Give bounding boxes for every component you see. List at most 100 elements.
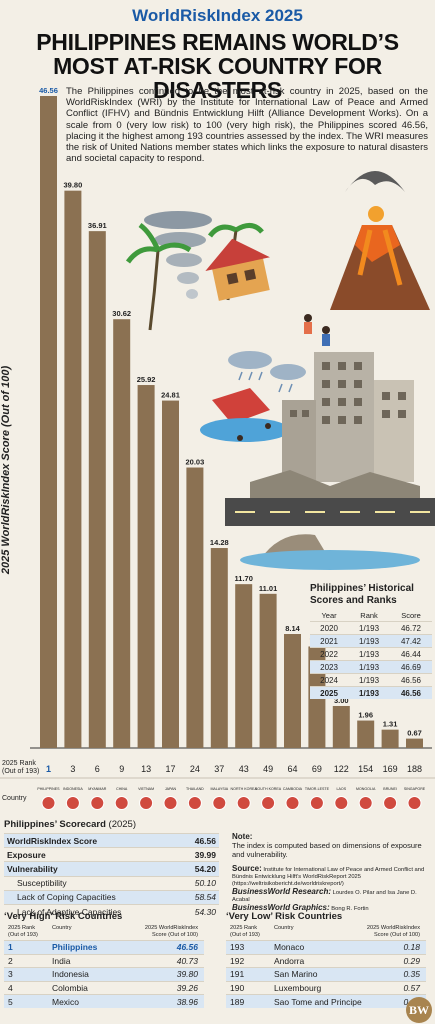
note-text: The index is computed based on dimension… [232,841,422,859]
bar-brunei [381,729,399,748]
very-low-header-country: Country [274,925,294,931]
flag-icon [65,796,80,810]
historical-title-line-1: Philippines’ Historical [310,583,414,594]
historical-rank: 1/193 [348,673,391,687]
rank-label: 69 [312,764,322,774]
scorecard-value: 50.10 [194,878,216,889]
bar-chart: 46.56 1 PHILIPPINES 39.80 3 INDONESIA 36.91 6 MY… [0,86,435,810]
scorecard-row: Lack of Adaptive Capacities 54.30 [4,903,219,918]
historical-row: 2020 1/193 46.72 [310,621,432,635]
bar-singapore [406,738,423,748]
risk-rank: 193 [230,942,245,953]
very-low-risk-table: ‘Very Low’ Risk Countries 2025 Rank (Out… [226,911,426,1008]
country-label: CAMBODIA [283,787,303,791]
scorecard-label: Susceptibility [17,878,67,889]
very-low-header-rank: 2025 Rank (Out of 193) [230,925,260,938]
risk-score: 0.18 [403,942,420,953]
source-label: Source: [232,864,262,873]
country-label: CHINA [116,787,128,791]
historical-header-rank: Rank [360,611,378,620]
risk-rank: 4 [8,983,13,994]
bar-value-label: 30.62 [112,309,131,318]
very-high-risk-table: ‘Very High’ Risk Countries 2025 Rank (Ou… [4,911,204,1008]
volcano-icon [330,171,430,310]
historical-title: Philippines’ Historical Scores and Ranks [310,583,432,607]
risk-country: Philippines [52,942,98,953]
risk-rank: 192 [230,955,245,966]
country-label: MALAYSIA [210,787,228,791]
risk-row: 4 Colombia 39.26 [4,980,204,995]
risk-score: 39.80 [176,969,198,980]
chart-bars: 46.56 1 PHILIPPINES 39.80 3 INDONESIA 36.91 6 MY… [0,86,435,810]
risk-country: Andorra [274,955,305,966]
scorecard-title: Philippines’ Scorecard (2025) [4,819,219,830]
bar-japan [162,400,179,748]
risk-country: Mexico [52,996,79,1007]
bar-value-label: 1.31 [383,720,398,729]
historical-year: 2025 [310,686,349,699]
country-label: MYANMAR [88,787,107,791]
risk-row: 191 San Marino 0.35 [226,967,426,981]
historical-score: 46.44 [390,647,432,661]
flood-icon [200,388,290,442]
flag-icon [187,796,202,810]
risk-country: Sao Tome and Principe [274,996,362,1007]
historical-year: 2020 [310,621,349,635]
flag-icon [383,796,398,810]
historical-year: 2023 [310,660,349,674]
risk-score: 40.73 [176,955,198,966]
graphics-label: BusinessWorld Graphics: [232,903,330,912]
rank-label: 188 [407,764,422,774]
country-label: VIETNAM [138,787,154,791]
country-label: SOUTH KOREA [255,787,282,791]
bar-philippines [40,96,57,748]
scorecard-title-text: Philippines’ Scorecard [4,819,106,830]
scorecard: Philippines’ Scorecard (2025) WorldRiskI… [4,819,219,918]
historical-row: 2021 1/193 47.42 [310,634,432,648]
rank-label: 17 [165,764,175,774]
bar-value-label: 0.67 [407,729,422,738]
note-title: Note: [232,832,253,841]
headline: PHILIPPINES REMAINS WORLD’S MOST AT-RISK… [0,30,435,102]
scorecard-row: Vulnerability 54.20 [4,861,219,876]
country-axis-label: Country [2,795,27,802]
historical-score: 47.42 [390,634,432,648]
historical-title-line-2: Scores and Ranks [310,595,397,606]
bar-south-korea [259,593,277,748]
risk-rank: 191 [230,969,245,980]
rank-label: 49 [263,764,273,774]
rank-label: 1 [46,764,51,774]
flag-icon [212,796,227,810]
risk-country: San Marino [274,969,318,980]
house-icon [205,238,270,301]
research-label: BusinessWorld Research: [232,887,331,896]
bar-laos [332,705,350,748]
risk-row: 193 Monaco 0.18 [226,940,426,954]
bar-cambodia [284,634,301,748]
historical-row: 2023 1/193 46.69 [310,660,432,674]
ruined-buildings-icon [250,352,420,498]
bar-mongolia [357,720,375,748]
historical-rank: 1/193 [348,647,391,661]
risk-rank: 5 [8,996,13,1007]
running-people-icon [304,314,330,346]
very-high-header-rank: 2025 Rank (Out of 193) [8,925,38,938]
risk-row: 5 Mexico 38.96 [4,994,204,1008]
scorecard-row: Lack of Coping Capacities 58.54 [4,889,219,904]
bar-myanmar [88,231,106,748]
country-label: JAPAN [165,787,177,791]
risk-rank: 2 [8,955,13,966]
bar-value-label: 25.92 [137,375,156,384]
flag-icon [407,796,422,810]
rank-label: 154 [358,764,373,774]
risk-rank: 3 [8,969,13,980]
bar-value-label: 1.96 [358,711,373,720]
historical-row: 2024 1/193 46.56 [310,673,432,687]
kicker-title: WorldRiskIndex 2025 [132,6,303,25]
scorecard-value: 46.56 [194,835,216,846]
country-label: MONGOLIA [356,787,376,791]
rank-axis-label: 2025 Rank (Out of 193) [2,760,39,776]
risk-country: Indonesia [52,969,89,980]
flag-icon [163,796,178,810]
road-icon [225,498,435,570]
